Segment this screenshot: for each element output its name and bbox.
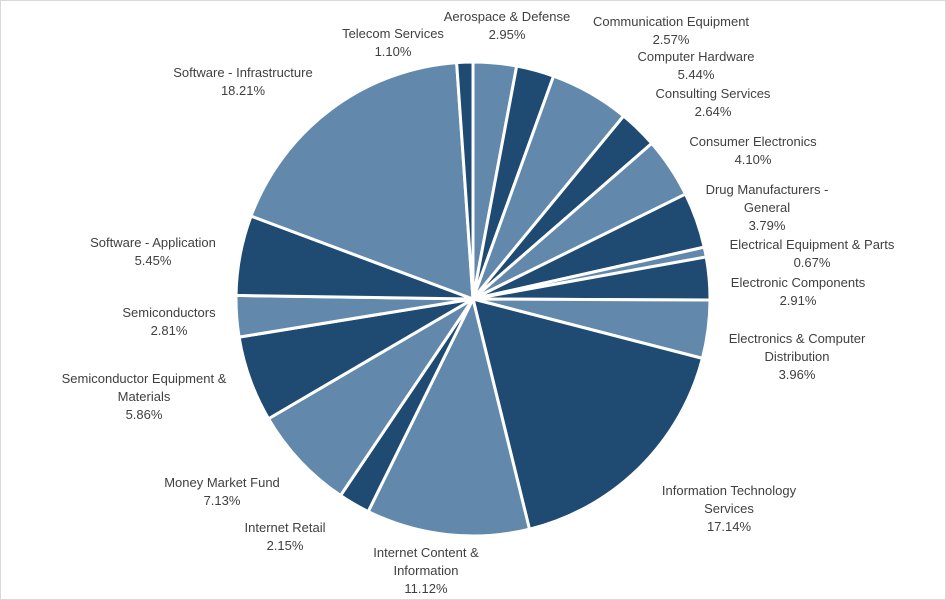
- data-label-3: Consulting Services 2.64%: [656, 86, 771, 119]
- pie-slice-10: [366, 297, 531, 538]
- data-label-4: Consumer Electronics 4.10%: [689, 134, 817, 167]
- data-label-15: Software - Application 5.45%: [90, 235, 216, 268]
- data-label-11: Internet Retail 2.15%: [245, 520, 326, 553]
- data-label-8: Electronics & Computer Distribution 3.96%: [729, 331, 866, 382]
- pie-slices: [234, 60, 712, 538]
- data-label-7: Electronic Components 2.91%: [731, 275, 866, 308]
- data-label-13: Semiconductor Equipment & Materials 5.86%: [62, 371, 227, 422]
- pie-slice-16: [249, 61, 475, 301]
- pie-slice-12: [266, 297, 475, 498]
- data-label-14: Semiconductors 2.81%: [122, 305, 216, 338]
- data-label-2: Computer Hardware 5.44%: [637, 49, 754, 82]
- data-label-10: Internet Content & Information 11.12%: [373, 545, 479, 596]
- pie-slice-9: [471, 297, 704, 531]
- data-label-9: Information Technology Services 17.14%: [662, 483, 797, 534]
- data-label-5: Drug Manufacturers -General 3.79%: [706, 182, 829, 233]
- data-label-12: Money Market Fund 7.13%: [164, 475, 280, 508]
- data-label-1: Communication Equipment 2.57%: [593, 14, 749, 47]
- data-label-0: Aerospace & Defense 2.95%: [444, 9, 570, 42]
- data-labels: Aerospace & Defense 2.95% Communication Eq…: [62, 9, 895, 596]
- data-label-16: Software - Infrastructure 18.21%: [173, 65, 312, 98]
- data-label-6: Electrical Equipment & Parts 0.67%: [730, 237, 895, 270]
- pie-slice-17: [455, 60, 475, 301]
- data-label-17: Telecom Services 1.10%: [342, 26, 444, 59]
